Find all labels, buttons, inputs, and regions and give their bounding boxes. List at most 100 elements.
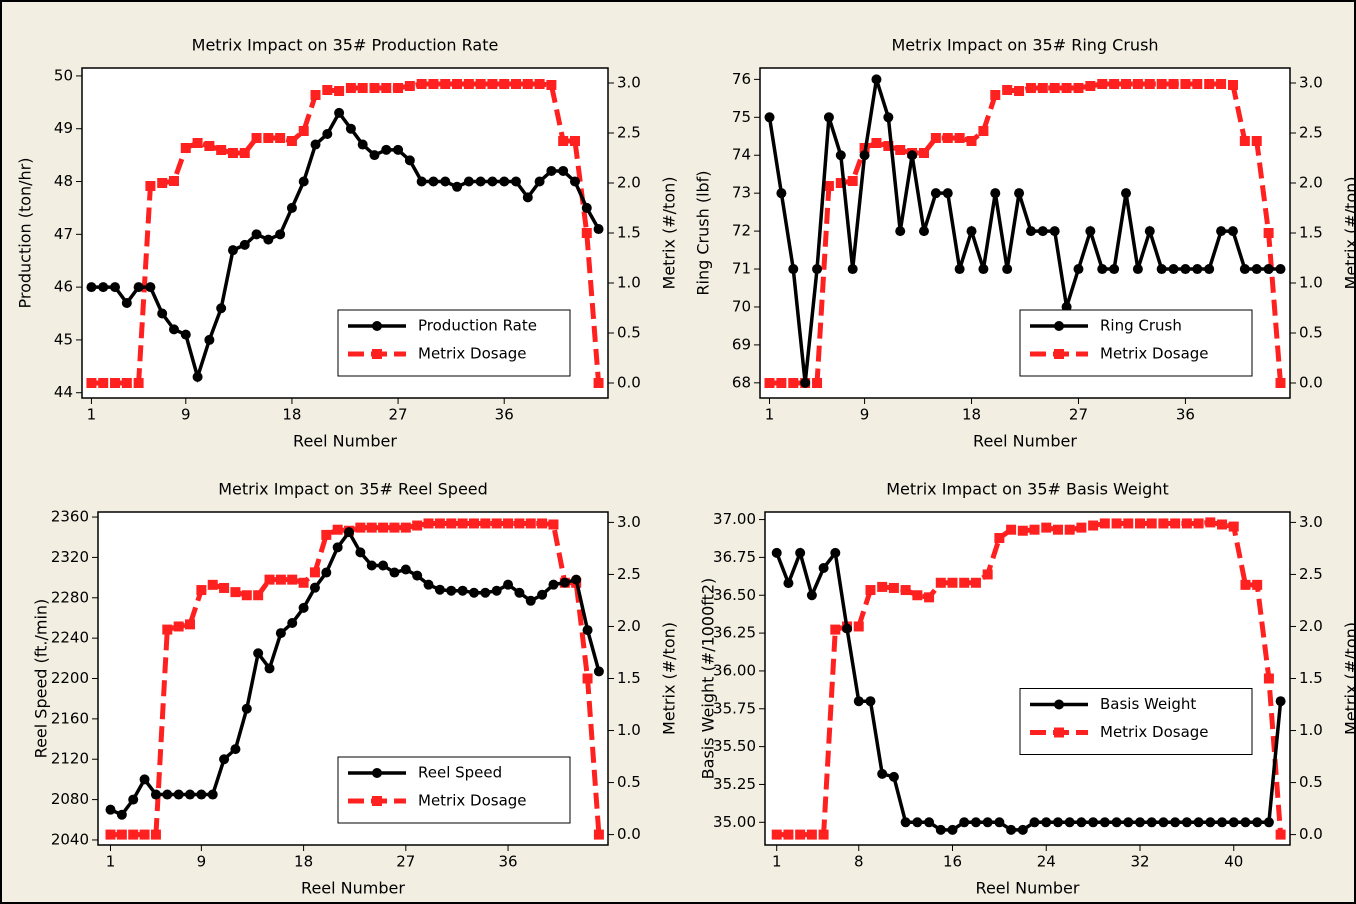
marker [1002,264,1013,275]
marker [1088,520,1099,531]
marker [1041,522,1052,533]
marker [219,754,230,765]
marker [1088,817,1099,828]
marker [1275,696,1286,707]
chart-title: Metrix Impact on 35# Production Rate [192,36,499,55]
y2-tick-label: 3.0 [617,74,641,92]
marker [309,582,320,593]
marker [912,590,923,601]
chart-title: Metrix Impact on 35# Ring Crush [891,36,1158,55]
y2-tick-label: 0.0 [1299,374,1323,392]
marker [847,264,858,275]
marker [558,165,569,176]
marker [239,148,250,158]
y2-tick-label: 1.0 [1299,721,1323,739]
legend-marker [1054,727,1064,738]
marker [487,79,498,89]
marker [978,264,989,275]
marker [1132,264,1143,275]
marker [525,518,536,529]
marker [871,138,882,148]
marker [463,176,474,187]
y-tick-label: 2160 [51,709,89,727]
y2-tick-label: 1.5 [617,224,641,242]
marker [1061,83,1072,93]
y2-tick-label: 1.5 [1299,224,1323,242]
marker [764,112,775,123]
marker [116,829,127,840]
marker [1099,817,1110,828]
marker [286,202,297,213]
marker [1025,226,1036,237]
y2-tick-label: 1.5 [617,669,641,687]
marker [310,90,321,100]
x-tick-label: 1 [87,406,97,424]
marker [966,136,977,146]
y2-tick-label: 2.5 [1299,124,1323,142]
marker [344,527,355,538]
y-tick-label: 75 [732,108,751,126]
marker [381,144,392,155]
marker [1052,817,1063,828]
marker [207,789,218,800]
marker [264,574,275,585]
marker [1146,518,1157,529]
marker [369,83,380,93]
marker [871,74,882,85]
marker [593,829,604,840]
marker [1170,518,1181,529]
y-tick-label: 36.25 [713,624,756,642]
marker [522,192,533,203]
marker [994,533,1005,544]
marker [168,176,179,186]
marker [1205,517,1216,528]
marker [434,584,445,595]
marker [581,202,592,213]
marker [332,542,343,553]
marker [491,518,502,529]
marker [982,569,993,580]
x-tick-label: 24 [1037,853,1056,871]
y-axis-label: Production (ton/hr) [16,157,35,308]
marker [133,378,144,388]
y2-tick-label: 0.5 [617,773,641,791]
marker [569,136,580,146]
marker [895,226,906,237]
marker [416,79,427,89]
marker [357,83,368,93]
marker [546,80,557,90]
marker [105,829,116,840]
marker [1017,525,1028,536]
marker [1132,79,1143,89]
marker [1073,264,1084,275]
marker [842,623,853,634]
marker [389,567,400,578]
marker [357,139,368,150]
legend-marker [372,796,382,806]
marker [1017,824,1028,835]
marker [1181,518,1192,529]
marker [275,229,286,240]
marker [1193,817,1204,828]
marker [1073,83,1084,93]
marker [954,133,965,143]
marker [452,181,463,192]
x-tick-label: 9 [181,406,191,424]
marker [830,547,841,558]
marker [1144,226,1155,237]
marker [970,577,981,588]
marker [1006,524,1017,535]
marker [145,282,156,293]
marker [230,587,241,598]
y-tick-label: 35.00 [713,813,756,831]
marker [1193,518,1204,529]
y-tick-label: 71 [732,260,751,278]
marker [788,378,799,388]
y2-tick-label: 2.5 [617,124,641,142]
marker [105,804,116,815]
marker [935,824,946,835]
marker [823,112,834,123]
x-tick-label: 27 [1069,406,1088,424]
y-tick-label: 49 [54,119,73,137]
marker [1135,817,1145,828]
